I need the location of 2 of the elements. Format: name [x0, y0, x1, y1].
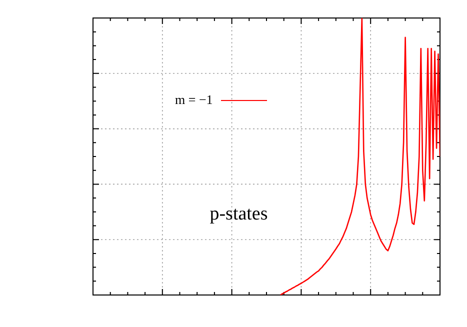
- legend-label: m = −1: [175, 92, 213, 108]
- annotation: p-states: [210, 204, 268, 225]
